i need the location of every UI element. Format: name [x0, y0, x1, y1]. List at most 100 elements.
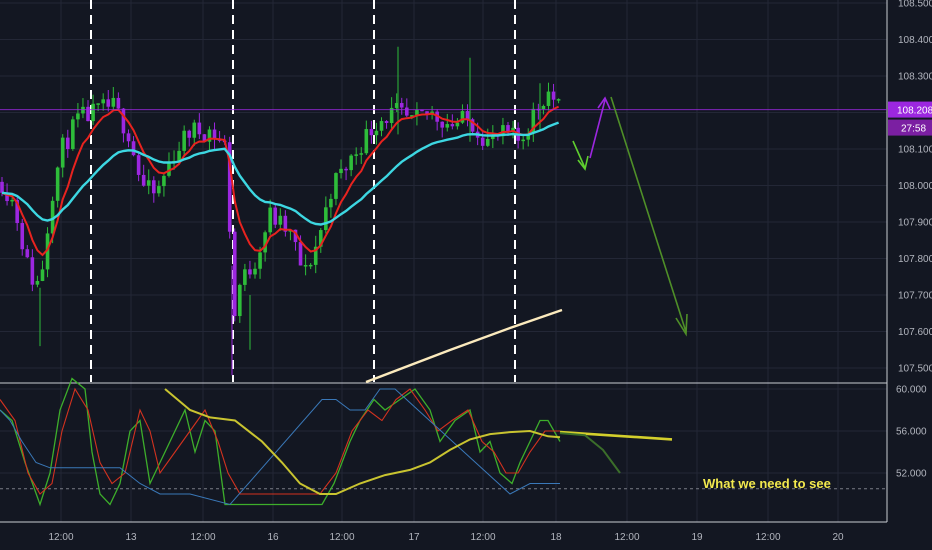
- candle-body: [207, 129, 212, 142]
- current-price-badge: [888, 101, 932, 118]
- candle-body: [258, 252, 262, 269]
- candle-body: [440, 121, 445, 128]
- time-tick-label: 12:00: [614, 532, 639, 543]
- candle-body: [339, 168, 343, 174]
- candle-body: [283, 215, 288, 232]
- candle-body: [212, 129, 217, 140]
- projection-arrowhead: [597, 96, 611, 110]
- candle-body: [192, 122, 197, 138]
- session-separators: [90, 0, 516, 382]
- candle-body: [111, 97, 116, 107]
- candle-body: [324, 207, 328, 231]
- candle-body: [248, 269, 252, 275]
- candle-body: [541, 105, 546, 110]
- candle-body: [25, 249, 30, 258]
- candle-body: [379, 121, 384, 131]
- oscillator-series-green: [0, 377, 561, 507]
- candle-body: [491, 134, 495, 139]
- candle-body: [157, 186, 161, 194]
- price-axis: 108.500108.400108.300108.200108.100108.0…: [888, 0, 932, 480]
- candle-body: [146, 180, 151, 186]
- oscillator-annotation: What we need to see: [703, 476, 831, 491]
- candle-body: [0, 181, 4, 193]
- candle-body: [298, 242, 303, 266]
- candle-body: [136, 155, 141, 175]
- candle-body: [116, 97, 121, 109]
- candle-body: [425, 111, 429, 115]
- candle-body: [349, 155, 353, 171]
- candle-body: [86, 106, 90, 122]
- candle-body: [15, 199, 19, 224]
- candle-body: [445, 124, 450, 128]
- oscillator-panel: [0, 377, 887, 507]
- candle-body: [394, 103, 399, 108]
- candle-body: [152, 180, 156, 194]
- candle-body: [359, 153, 364, 155]
- candle-body: [531, 108, 536, 134]
- grid-lines: [0, 0, 888, 523]
- projection-arrowhead: [577, 155, 589, 171]
- time-tick-label: 17: [408, 532, 420, 543]
- time-tick-label: 16: [267, 532, 279, 543]
- time-tick-label: 12:00: [755, 532, 780, 543]
- candle-body: [187, 130, 192, 138]
- candle-body: [50, 200, 55, 234]
- candle-body: [20, 223, 25, 250]
- candle-body: [197, 122, 202, 135]
- oscillator-tick-label: 52.000: [896, 469, 927, 480]
- candle-body: [202, 134, 207, 142]
- oscillator-series-red: [0, 387, 560, 495]
- projection-arrow-down-small: [572, 140, 586, 169]
- ema-slow-line: [1, 121, 560, 226]
- time-axis: 12:00 13 12:00 16 12:00 17 12:00 18 12:00 19 12:00…: [48, 532, 844, 543]
- candle-body: [253, 268, 257, 275]
- candle-body: [96, 103, 100, 105]
- price-tick-label: 108.300: [898, 72, 932, 83]
- oscillator-projection-green: [559, 432, 621, 474]
- candle-body: [415, 109, 419, 116]
- countdown-badge: [888, 119, 932, 136]
- price-tick-label: 108.100: [898, 145, 932, 156]
- candle-body: [374, 130, 379, 136]
- candle-body: [450, 124, 455, 127]
- current-price-label: 108.208: [897, 106, 932, 117]
- time-tick-label: 12:00: [329, 532, 354, 543]
- projection-arrow-up: [589, 99, 606, 159]
- candle-body: [313, 246, 318, 265]
- candle-body: [354, 154, 358, 156]
- price-panel: [0, 46, 887, 384]
- candle-body: [238, 284, 242, 317]
- candle-body: [243, 269, 247, 285]
- candle-body: [384, 121, 389, 124]
- candle-body: [364, 129, 369, 154]
- candle-body: [369, 129, 374, 136]
- candle-body: [470, 119, 475, 132]
- candle-body: [227, 142, 232, 232]
- price-tick-label: 107.800: [898, 254, 932, 265]
- candle-body: [268, 207, 272, 233]
- projection-arrow-down-long: [610, 96, 687, 333]
- candle-body: [480, 137, 485, 146]
- candle-body: [121, 108, 126, 134]
- candle-body: [65, 137, 70, 149]
- candle-body: [399, 103, 404, 108]
- candle-body: [405, 107, 409, 116]
- oscillator-series-blue: [0, 388, 560, 506]
- price-tick-label: 107.600: [898, 327, 932, 338]
- candle-body: [30, 257, 35, 285]
- candle-body: [71, 119, 75, 149]
- candle-body: [556, 99, 561, 101]
- projection-arrowhead: [675, 313, 688, 337]
- candle-body: [10, 199, 14, 202]
- price-tick-label: 107.500: [898, 364, 932, 375]
- candle-body: [551, 91, 556, 100]
- candle-body: [126, 133, 131, 142]
- candle-body: [410, 115, 414, 117]
- candle-body: [389, 107, 394, 124]
- candle-body: [501, 125, 505, 137]
- trend-line: [365, 308, 563, 384]
- price-tick-label: 107.700: [898, 291, 932, 302]
- price-tick-label: 107.900: [898, 218, 932, 229]
- candle-body: [45, 233, 50, 270]
